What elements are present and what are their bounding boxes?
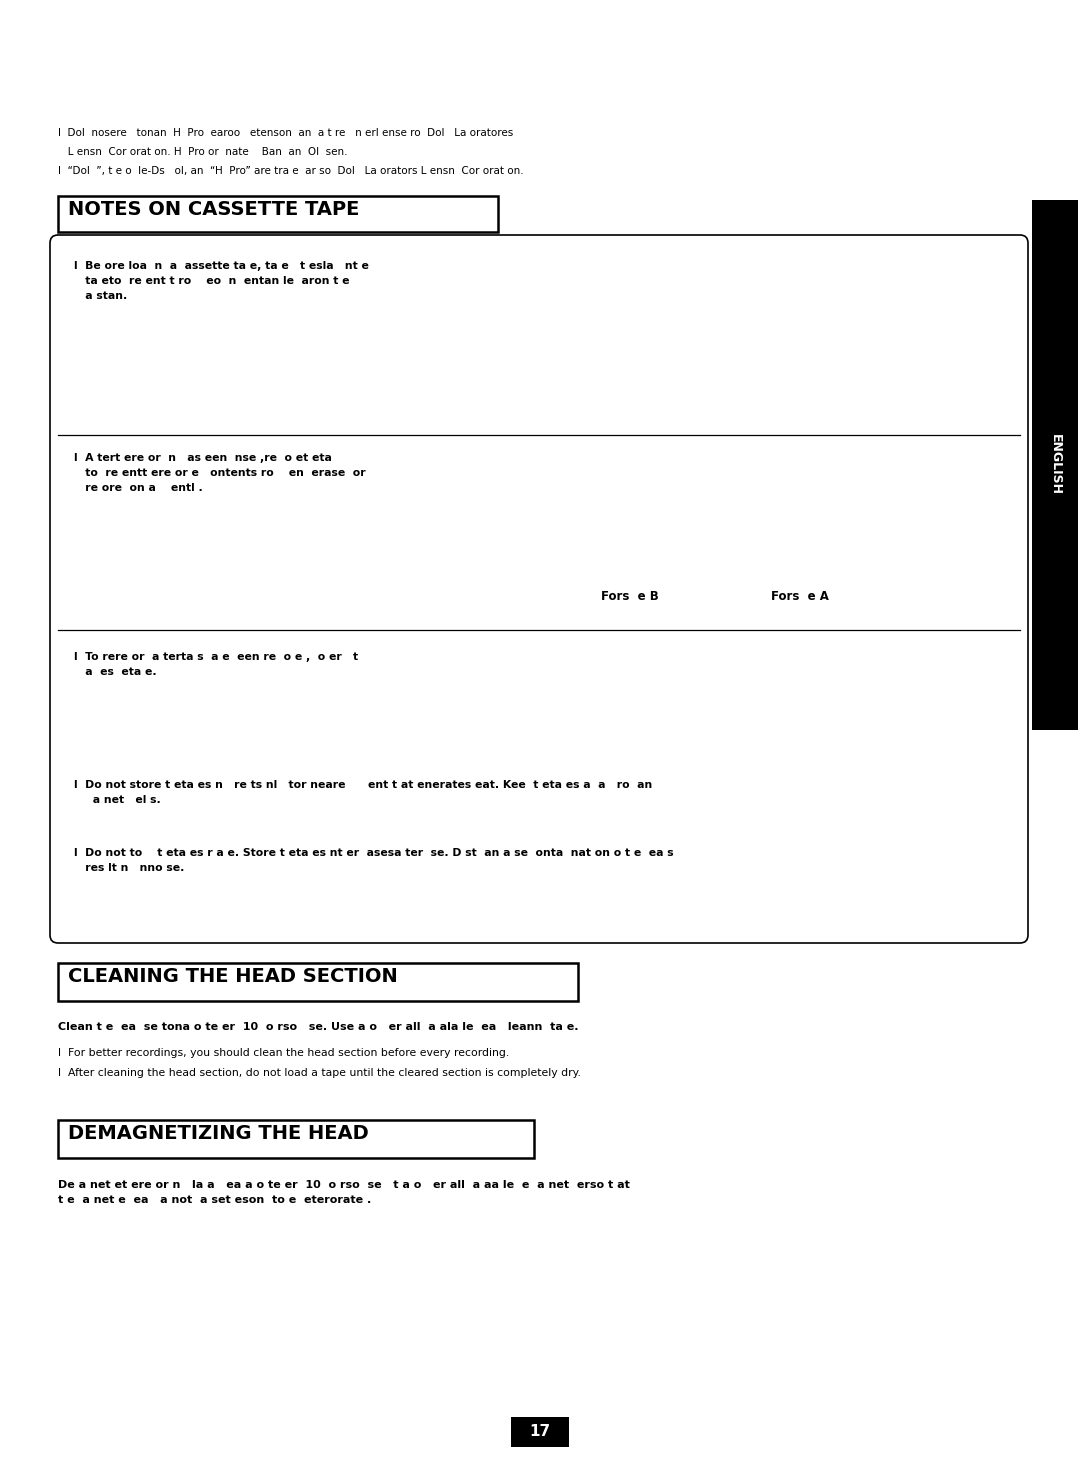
Text: Fors  e B: Fors e B [602, 590, 659, 603]
Text: Fors  e A: Fors e A [771, 590, 829, 603]
Text: l  For better recordings, you should clean the head section before every recordi: l For better recordings, you should clea… [58, 1049, 510, 1057]
Text: l  After cleaning the head section, do not load a tape until the cleared section: l After cleaning the head section, do no… [58, 1068, 581, 1078]
Text: Clean t e  ea  se tona o te er  10  o rso   se. Use a o   er all  a ala le  ea  : Clean t e ea se tona o te er 10 o rso se… [58, 1022, 579, 1032]
Text: l  Be ore loa  n  a  assette ta e, ta e   t esla   nt e
   ta eto  re ent t ro  : l Be ore loa n a assette ta e, ta e t es… [75, 260, 369, 300]
Bar [511, 1417, 569, 1446]
FancyBboxPatch shape [50, 235, 1028, 944]
Text: l  “Dol  ”, t e o  le-Ds   ol, an  “H  Pro” are tra e  ar so  Dol   La orators L: l “Dol ”, t e o le-Ds ol, an “H Pro” are… [58, 166, 524, 176]
Text: CLEANING THE HEAD SECTION: CLEANING THE HEAD SECTION [68, 967, 397, 986]
Text: NOTES ON CASSETTE TAPE: NOTES ON CASSETTE TAPE [68, 200, 360, 219]
Text: l  To rere or  a terta s  a e  een re  o e ,  o er   t
   a  es  eta e.: l To rere or a terta s a e een re o e , … [75, 652, 359, 677]
Text: L ensn  Cor orat on. H  Pro or  nate    Ban  an  Ol  sen.: L ensn Cor orat on. H Pro or nate Ban an… [58, 146, 348, 157]
Bar [58, 197, 498, 232]
Text: DEMAGNETIZING THE HEAD: DEMAGNETIZING THE HEAD [68, 1124, 368, 1143]
Bar [58, 963, 578, 1001]
Bar [58, 1120, 534, 1158]
Text: 17: 17 [529, 1424, 551, 1439]
Text: De a net et ere or n   la a   ea a o te er  10  o rso  se   t a o   er all  a aa: De a net et ere or n la a ea a o te er 1… [58, 1180, 630, 1205]
Text: ENGLISH: ENGLISH [1049, 435, 1062, 495]
Text: l  Do not to    t eta es r a e. Store t eta es nt er  asesa ter  se. D st  an a : l Do not to t eta es r a e. Store t eta … [75, 847, 674, 873]
Bar [1032, 200, 1078, 731]
Text: l  Do not store t eta es n   re ts nl   tor neare      ent t at enerates eat. Ke: l Do not store t eta es n re ts nl tor n… [75, 779, 652, 805]
Text: l  Dol  nosere   tonan  H  Pro  earoo   etenson  an  a t re   n erl ense ro  Dol: l Dol nosere tonan H Pro earoo etenson a… [58, 129, 513, 138]
Text: l  A tert ere or  n   as een  nse ,re  o et eta
   to  re entt ere or e   ontent: l A tert ere or n as een nse ,re o et et… [75, 453, 366, 493]
